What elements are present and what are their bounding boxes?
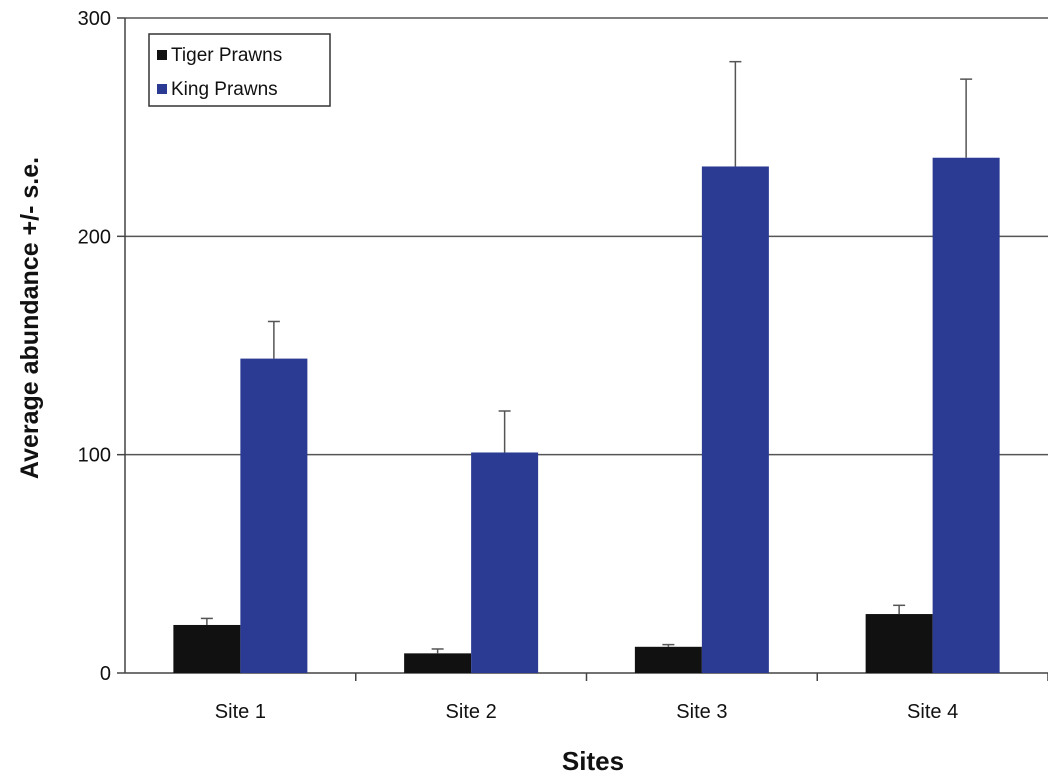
y-tick-label: 300 bbox=[78, 8, 111, 30]
x-tick-label: Site 1 bbox=[215, 701, 266, 723]
y-tick-label: 0 bbox=[100, 663, 111, 685]
x-tick-label: Site 4 bbox=[907, 701, 958, 723]
bar-tiger-prawns bbox=[865, 614, 933, 673]
y-tick-label: 100 bbox=[78, 445, 111, 467]
y-axis: 0 100 200 300 bbox=[78, 8, 126, 685]
x-axis-title: Sites bbox=[562, 746, 624, 776]
x-tick-label: Site 2 bbox=[446, 701, 497, 723]
x-axis: Site 1 Site 2 Site 3 Site 4 bbox=[125, 672, 1048, 723]
bar-tiger-prawns bbox=[404, 653, 472, 673]
legend-label-tiger-prawns: Tiger Prawns bbox=[171, 45, 282, 66]
y-axis-title: Average abundance +/- s.e. bbox=[16, 157, 44, 479]
x-tick-label: Site 3 bbox=[676, 701, 727, 723]
error-bars bbox=[200, 60, 973, 654]
bar-king-prawns bbox=[932, 157, 1000, 673]
y-tick-label: 200 bbox=[78, 226, 111, 248]
legend-label-king-prawns: King Prawns bbox=[171, 79, 278, 100]
bars bbox=[173, 157, 1000, 673]
legend-box bbox=[148, 33, 331, 107]
bar-tiger-prawns bbox=[634, 646, 702, 673]
bar-king-prawns bbox=[240, 358, 308, 673]
legend-swatch-tiger-prawns bbox=[157, 50, 167, 60]
legend: Tiger Prawns King Prawns bbox=[148, 33, 331, 107]
bar-king-prawns bbox=[471, 452, 539, 673]
bar-king-prawns bbox=[701, 166, 769, 673]
legend-swatch-king-prawns bbox=[157, 84, 167, 94]
bar-tiger-prawns bbox=[173, 624, 241, 673]
